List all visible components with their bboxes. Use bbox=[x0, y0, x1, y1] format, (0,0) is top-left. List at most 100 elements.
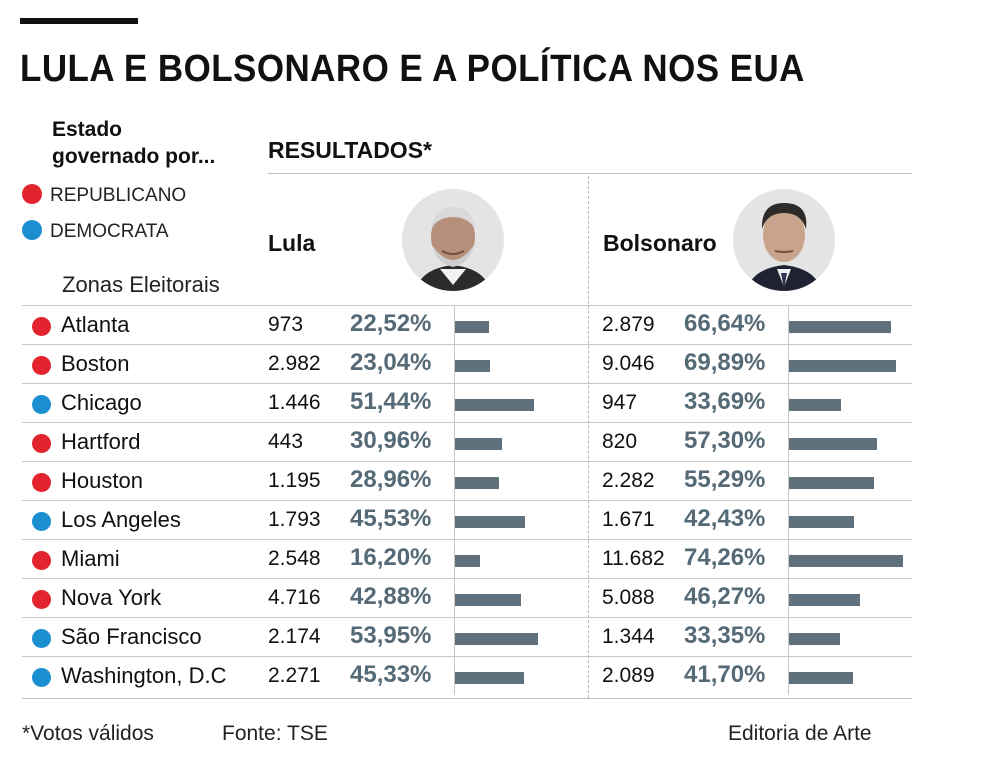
bolsonaro-votes: 1.344 bbox=[602, 625, 655, 648]
results-heading: RESULTADOS* bbox=[268, 137, 432, 163]
legend-heading-line1: Estado bbox=[52, 118, 123, 141]
table-row: Boston 2.982 23,04% 9.046 69,89% bbox=[22, 344, 912, 383]
legend-heading-line2: governado por... bbox=[52, 145, 216, 168]
republican-dot-icon bbox=[22, 184, 42, 204]
row-separator bbox=[22, 500, 912, 501]
bolsonaro-bar bbox=[789, 399, 841, 411]
lula-percent: 28,96% bbox=[350, 466, 432, 493]
city-name: Los Angeles bbox=[61, 507, 181, 532]
lula-bar-baseline bbox=[454, 656, 455, 695]
republican-dot-icon bbox=[32, 317, 51, 336]
bolsonaro-bar-baseline bbox=[788, 305, 789, 344]
table-bottom-line bbox=[22, 698, 912, 699]
democrat-dot-icon bbox=[32, 629, 51, 648]
lula-percent: 45,33% bbox=[350, 661, 432, 688]
lula-percent: 42,88% bbox=[350, 583, 432, 610]
lula-votes: 1.793 bbox=[268, 508, 321, 531]
bolsonaro-votes: 2.089 bbox=[602, 664, 655, 687]
results-divider bbox=[268, 173, 912, 174]
legend-democrat-label: DEMOCRATA bbox=[50, 221, 169, 242]
city-name: Boston bbox=[61, 351, 130, 376]
bolsonaro-votes: 5.088 bbox=[602, 586, 655, 609]
table-row: Washington, D.C 2.271 45,33% 2.089 41,70% bbox=[22, 656, 912, 695]
bolsonaro-votes: 9.046 bbox=[602, 352, 655, 375]
table-row: Houston 1.195 28,96% 2.282 55,29% bbox=[22, 461, 912, 500]
source: Fonte: TSE bbox=[222, 722, 328, 745]
row-separator bbox=[22, 461, 912, 462]
table-row: São Francisco 2.174 53,95% 1.344 33,35% bbox=[22, 617, 912, 656]
bolsonaro-bar bbox=[789, 672, 853, 684]
democrat-dot-icon bbox=[22, 220, 42, 240]
lula-bar-baseline bbox=[454, 461, 455, 500]
legend-heading: Estado governado por... bbox=[52, 116, 215, 170]
city-name: São Francisco bbox=[61, 624, 202, 649]
credit: Editoria de Arte bbox=[728, 722, 872, 745]
row-separator bbox=[22, 305, 912, 306]
republican-dot-icon bbox=[32, 590, 51, 609]
democrat-dot-icon bbox=[32, 668, 51, 687]
bolsonaro-percent: 69,89% bbox=[684, 349, 766, 376]
bolsonaro-percent: 33,35% bbox=[684, 622, 766, 649]
city-name: Atlanta bbox=[61, 312, 130, 337]
bolsonaro-bar bbox=[789, 594, 860, 606]
lula-votes: 443 bbox=[268, 430, 304, 453]
bolsonaro-photo bbox=[733, 189, 835, 291]
lula-votes: 4.716 bbox=[268, 586, 321, 609]
lula-bar-baseline bbox=[454, 305, 455, 344]
bolsonaro-bar bbox=[789, 555, 903, 567]
bolsonaro-bar bbox=[789, 321, 891, 333]
bolsonaro-bar-baseline bbox=[788, 500, 789, 539]
table-row: Miami 2.548 16,20% 11.682 74,26% bbox=[22, 539, 912, 578]
lula-bar-baseline bbox=[454, 539, 455, 578]
lula-bar bbox=[455, 516, 525, 528]
bolsonaro-bar-baseline bbox=[788, 383, 789, 422]
legend-republican: REPUBLICANO bbox=[22, 184, 186, 207]
lula-percent: 51,44% bbox=[350, 388, 432, 415]
candidate-separator bbox=[588, 176, 589, 698]
city-name: Chicago bbox=[61, 390, 142, 415]
lula-percent: 16,20% bbox=[350, 544, 432, 571]
bolsonaro-bar bbox=[789, 516, 854, 528]
lula-votes: 973 bbox=[268, 313, 304, 336]
bolsonaro-bar bbox=[789, 438, 877, 450]
lula-bar-baseline bbox=[454, 617, 455, 656]
city-name: Nova York bbox=[61, 585, 162, 610]
republican-dot-icon bbox=[32, 356, 51, 375]
bolsonaro-percent: 57,30% bbox=[684, 427, 766, 454]
lula-bar bbox=[455, 399, 534, 411]
bolsonaro-percent: 66,64% bbox=[684, 310, 766, 337]
row-separator bbox=[22, 344, 912, 345]
bolsonaro-percent: 41,70% bbox=[684, 661, 766, 688]
bolsonaro-bar-baseline bbox=[788, 344, 789, 383]
bolsonaro-bar bbox=[789, 633, 840, 645]
lula-photo bbox=[402, 189, 504, 291]
bolsonaro-bar bbox=[789, 477, 874, 489]
lula-votes: 2.982 bbox=[268, 352, 321, 375]
lula-percent: 30,96% bbox=[350, 427, 432, 454]
row-separator bbox=[22, 617, 912, 618]
legend-republican-label: REPUBLICANO bbox=[50, 185, 187, 206]
bolsonaro-bar bbox=[789, 360, 896, 372]
bolsonaro-percent: 42,43% bbox=[684, 505, 766, 532]
candidate-name-lula: Lula bbox=[268, 230, 316, 256]
city-name: Houston bbox=[61, 468, 143, 493]
bolsonaro-votes: 2.879 bbox=[602, 313, 655, 336]
table-row: Atlanta 973 22,52% 2.879 66,64% bbox=[22, 305, 912, 344]
table-row: Los Angeles 1.793 45,53% 1.671 42,43% bbox=[22, 500, 912, 539]
row-separator bbox=[22, 383, 912, 384]
lula-bar-baseline bbox=[454, 422, 455, 461]
lula-bar bbox=[455, 594, 521, 606]
lula-votes: 2.548 bbox=[268, 547, 321, 570]
lula-bar bbox=[455, 555, 480, 567]
lula-votes: 1.195 bbox=[268, 469, 321, 492]
lula-bar-baseline bbox=[454, 578, 455, 617]
chart-title: LULA E BOLSONARO E A POLÍTICA NOS EUA bbox=[20, 48, 805, 90]
bolsonaro-bar-baseline bbox=[788, 578, 789, 617]
lula-percent: 22,52% bbox=[350, 310, 432, 337]
bolsonaro-percent: 74,26% bbox=[684, 544, 766, 571]
title-rule bbox=[20, 18, 138, 24]
bolsonaro-votes: 11.682 bbox=[602, 547, 665, 570]
bolsonaro-bar-baseline bbox=[788, 461, 789, 500]
bolsonaro-bar-baseline bbox=[788, 617, 789, 656]
footnote: *Votos válidos bbox=[22, 722, 154, 745]
